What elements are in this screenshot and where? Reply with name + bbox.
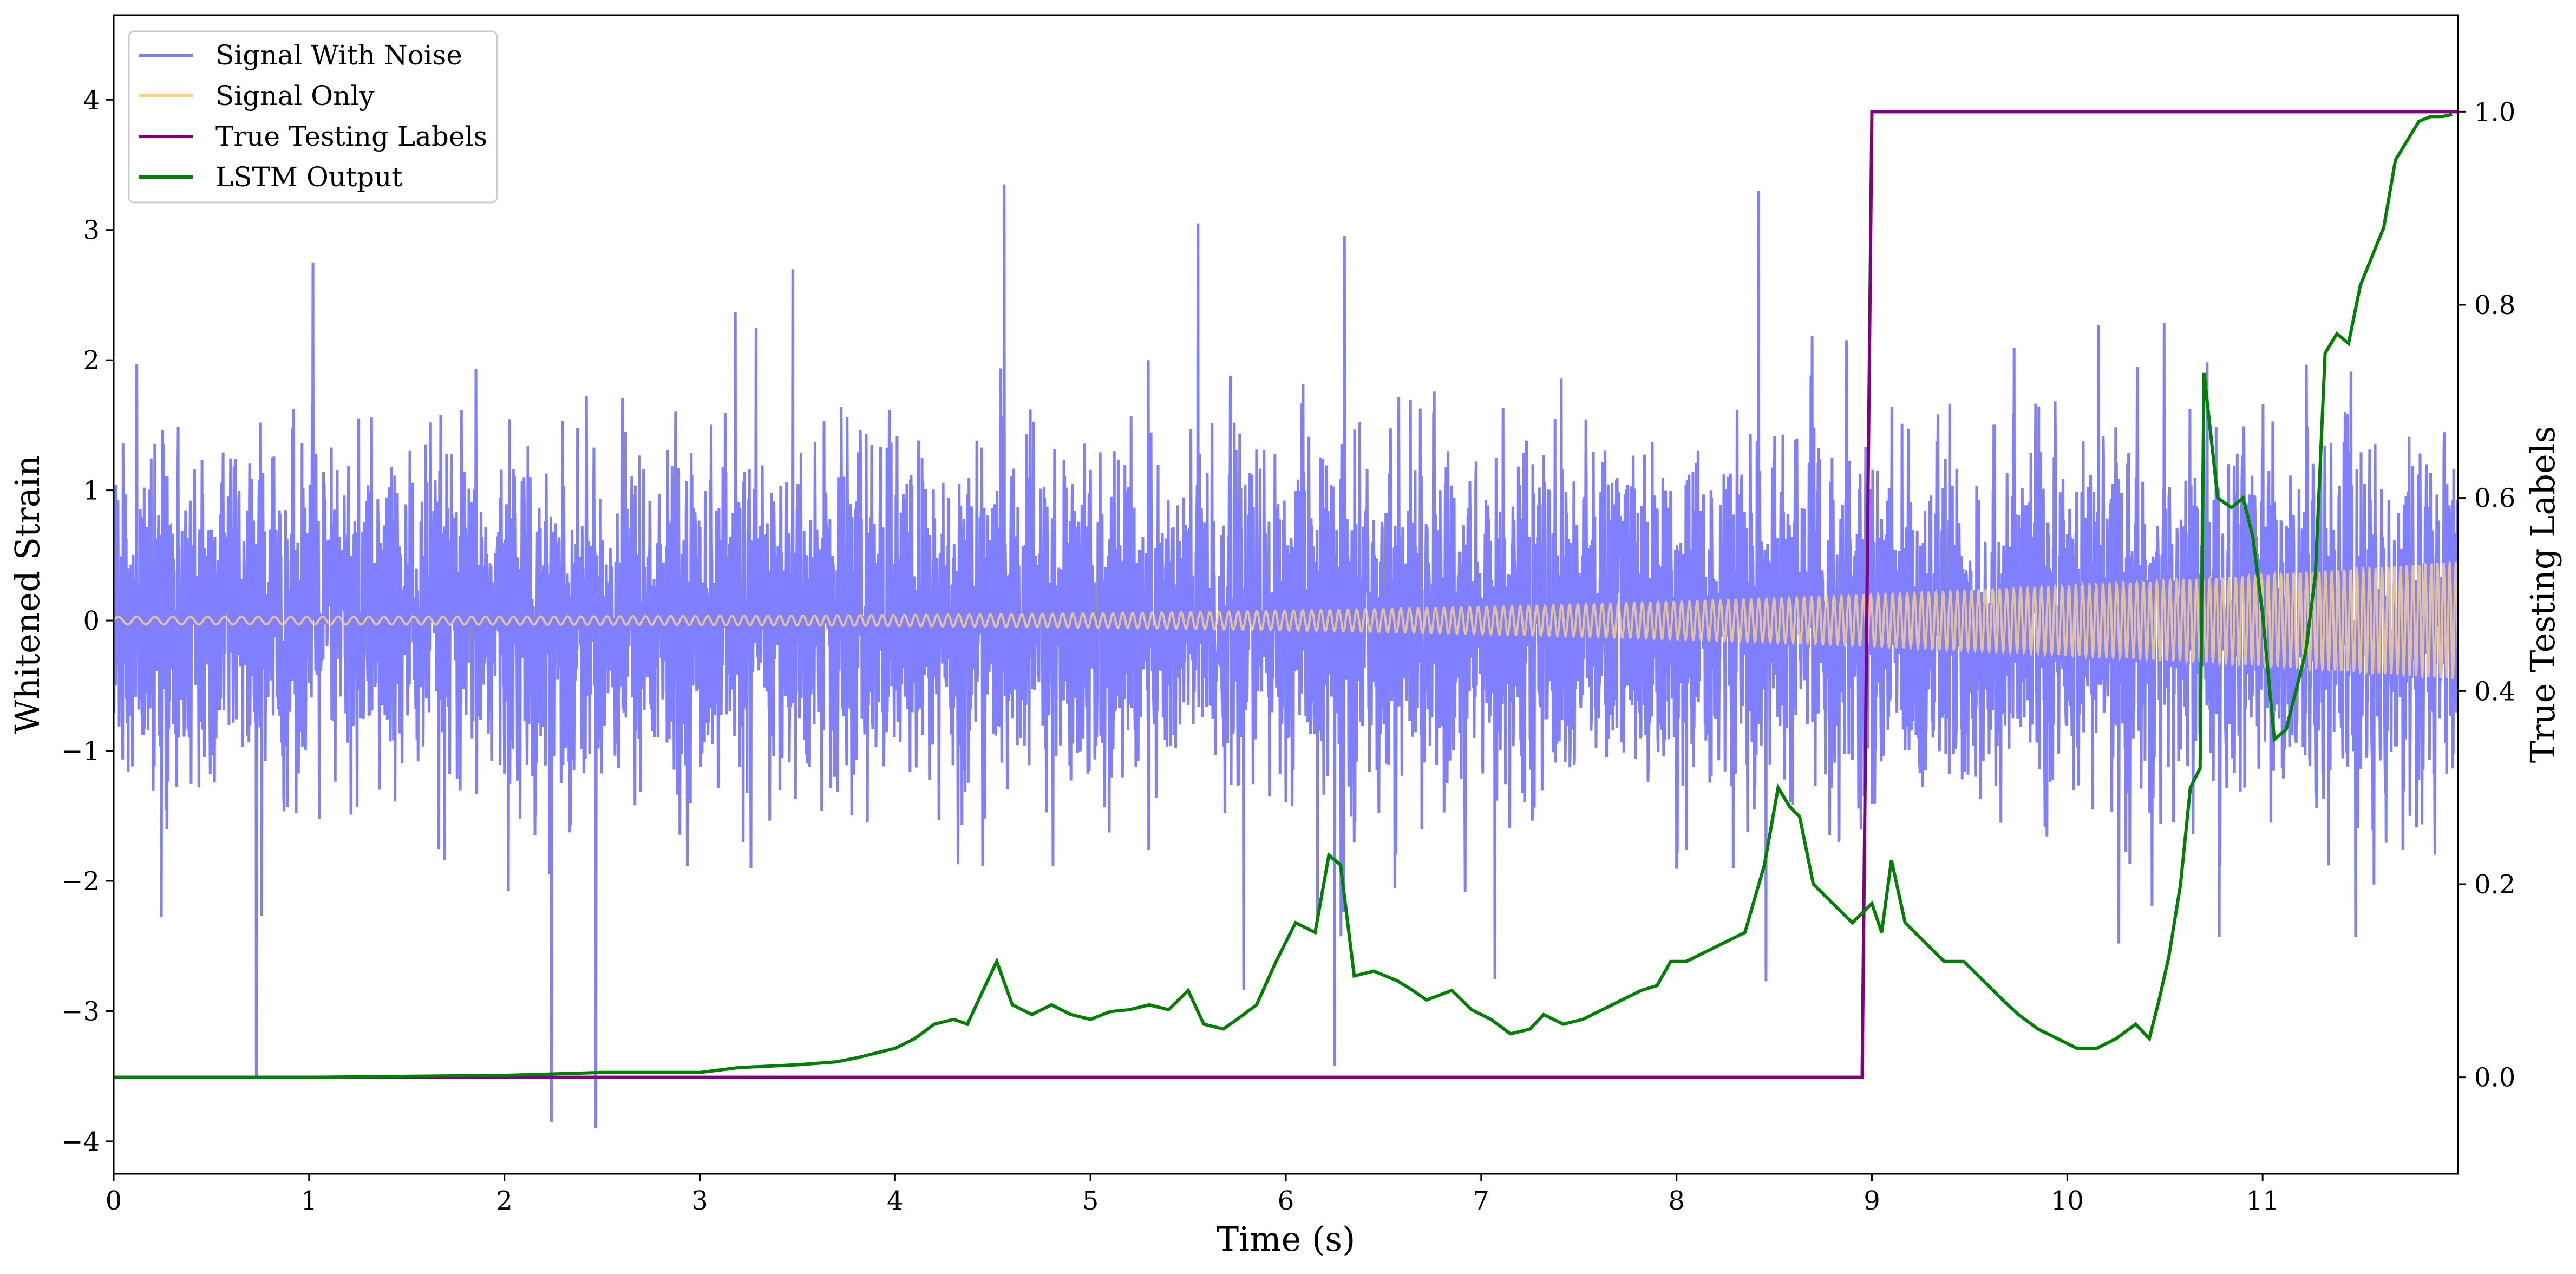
legend-label: LSTM Output [215, 161, 402, 193]
x-tick-label: 2 [496, 1186, 513, 1216]
y-tick-label: −2 [61, 866, 100, 897]
y-tick-label: 4 [83, 85, 100, 115]
y-tick-label: 2 [83, 345, 100, 376]
y-tick-label: −1 [61, 736, 100, 767]
x-tick-label: 4 [887, 1186, 904, 1216]
y2-axis-title: True Testing Labels [2523, 426, 2562, 763]
y2-tick-label: 1.0 [2474, 97, 2515, 127]
series-signal-only [114, 560, 2458, 680]
y2-tick-label: 0.8 [2474, 290, 2515, 321]
legend-label: Signal Only [215, 80, 375, 112]
y-axis-title: Whitened Strain [8, 455, 47, 734]
series-lstm-output [114, 113, 2453, 1079]
x-tick-label: 7 [1473, 1186, 1490, 1216]
x-tick-label: 11 [2246, 1186, 2279, 1216]
x-tick-label: 3 [691, 1186, 708, 1216]
legend-label: Signal With Noise [215, 40, 462, 71]
plot-area [114, 110, 2458, 1128]
x-tick-label: 9 [1864, 1186, 1880, 1216]
x-tick-label: 0 [106, 1186, 122, 1216]
series-signal-with-noise [114, 184, 2458, 1128]
y2-tick-label: 0.2 [2474, 870, 2515, 900]
x-tick-label: 8 [1668, 1186, 1685, 1216]
x-tick-label: 10 [2051, 1186, 2084, 1216]
x-axis-title: Time (s) [1217, 1219, 1356, 1259]
legend: Signal With Noise Signal Only True Testing… [128, 30, 498, 204]
y2-tick-label: 0.6 [2474, 484, 2515, 514]
y-tick-label: 0 [83, 606, 100, 636]
y-tick-label: 3 [83, 215, 100, 246]
y-tick-label: 1 [83, 476, 100, 506]
x-tick-label: 6 [1278, 1186, 1294, 1216]
y2-tick-label: 0.0 [2474, 1063, 2515, 1093]
series-true-testing-labels [114, 110, 2458, 1079]
y-tick-label: −3 [61, 996, 100, 1027]
x-tick-label: 5 [1082, 1186, 1099, 1216]
legend-label: True Testing Labels [215, 121, 487, 152]
y-tick-label: −4 [61, 1127, 100, 1157]
x-tick-label: 1 [301, 1186, 318, 1216]
axes: 0 1 2 3 4 5 6 7 8 9 10 11 −4 −3 −2 −1 0 1 2 3 4 0.0 0.2 0.4 0.6 0… [61, 14, 2515, 1216]
legend-box [128, 30, 498, 204]
y2-tick-label: 0.4 [2474, 676, 2515, 707]
